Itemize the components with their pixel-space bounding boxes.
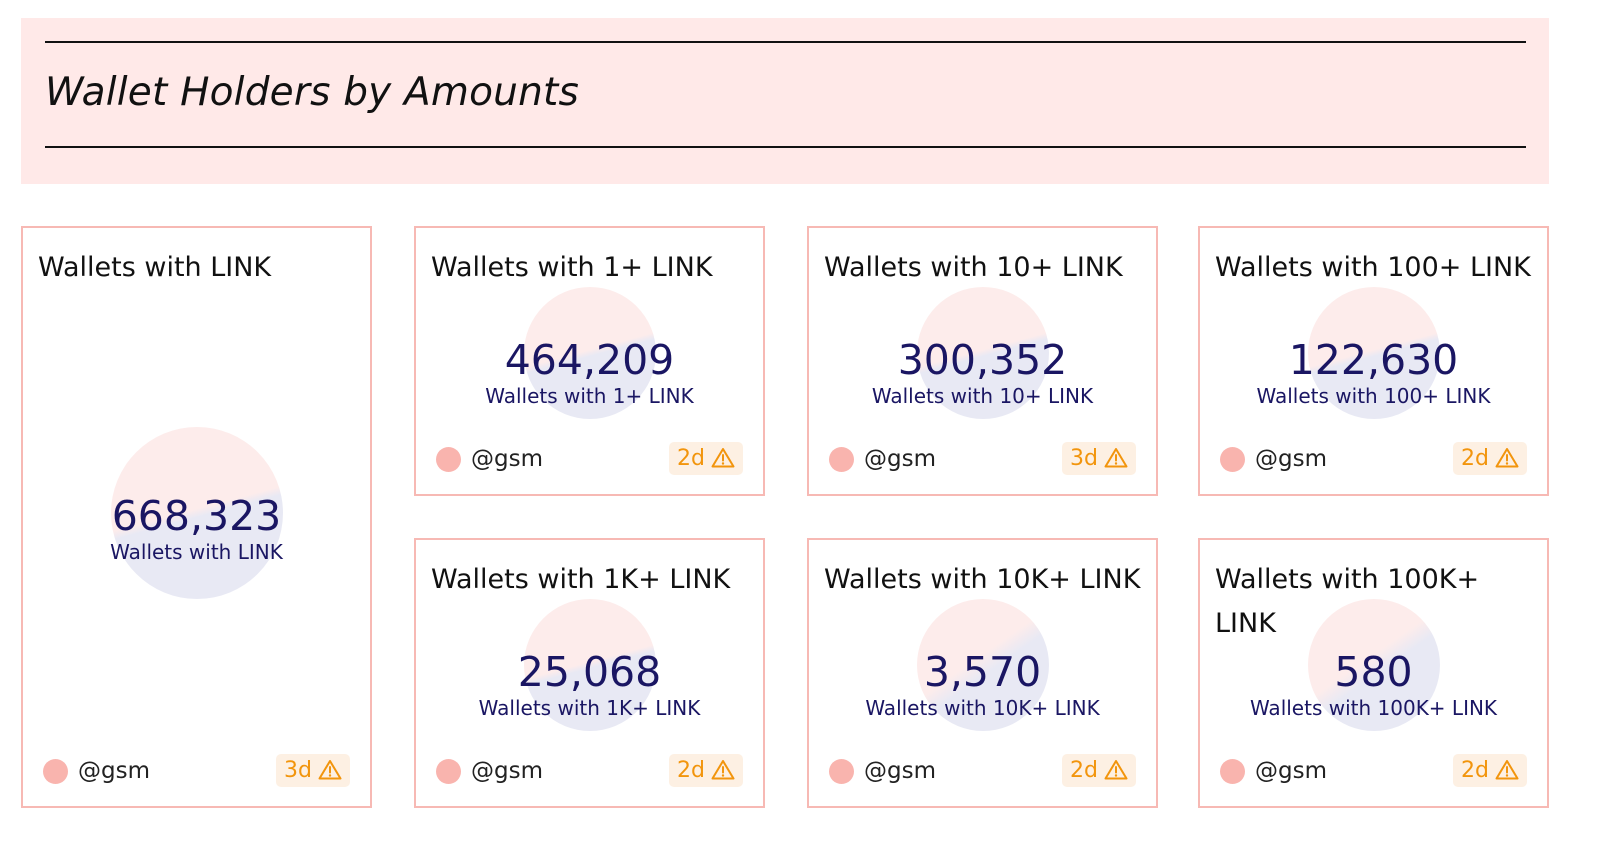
refresh-age-badge[interactable]: 2d xyxy=(669,442,743,475)
age-text: 2d xyxy=(1070,758,1098,783)
author-avatar[interactable] xyxy=(829,447,854,472)
card-title[interactable]: Wallets with 1+ LINK xyxy=(431,252,713,283)
counter-card-wallets-with-link[interactable]: Wallets with LINK 668,323 Wallets with L… xyxy=(21,226,372,808)
card-title[interactable]: Wallets with 1K+ LINK xyxy=(431,564,731,595)
author-avatar[interactable] xyxy=(436,759,461,784)
counter-visual: 3,570 Wallets with 10K+ LINK xyxy=(809,599,1156,731)
warning-triangle-icon xyxy=(711,447,735,467)
author-name[interactable]: @gsm xyxy=(471,758,543,784)
header-top-divider xyxy=(45,41,1526,43)
counter-background-circle xyxy=(1307,287,1440,419)
counter-background-circle xyxy=(1307,599,1440,731)
author-name[interactable]: @gsm xyxy=(78,758,150,784)
author-avatar[interactable] xyxy=(436,447,461,472)
counter-label: Wallets with 100K+ LINK xyxy=(1249,696,1498,720)
refresh-age-badge[interactable]: 2d xyxy=(1453,754,1527,787)
author-name[interactable]: @gsm xyxy=(1255,758,1327,784)
counter-background-circle xyxy=(916,287,1049,419)
counter-label: Wallets with 1+ LINK xyxy=(485,384,694,408)
card-footer: @gsm 3d xyxy=(829,442,1136,476)
counter-card-wallets-with-100-plus-link[interactable]: Wallets with 100+ LINK 122,630 Wallets w… xyxy=(1198,226,1549,496)
card-footer: @gsm 2d xyxy=(436,442,743,476)
counter-label: Wallets with LINK xyxy=(110,540,283,564)
age-text: 2d xyxy=(677,758,705,783)
card-footer: @gsm 2d xyxy=(1220,754,1527,788)
author-name[interactable]: @gsm xyxy=(864,446,936,472)
counter-label: Wallets with 100+ LINK xyxy=(1256,384,1491,408)
counter-value: 3,570 xyxy=(923,648,1042,696)
warning-triangle-icon xyxy=(1104,447,1128,467)
author-avatar[interactable] xyxy=(43,759,68,784)
counter-background-circle xyxy=(523,599,656,731)
counter-value: 122,630 xyxy=(1288,336,1459,384)
counter-value: 300,352 xyxy=(897,336,1068,384)
author-avatar[interactable] xyxy=(1220,759,1245,784)
author-name[interactable]: @gsm xyxy=(864,758,936,784)
author-avatar[interactable] xyxy=(1220,447,1245,472)
age-text: 2d xyxy=(677,446,705,471)
card-title[interactable]: Wallets with LINK xyxy=(38,252,272,283)
card-footer: @gsm 2d xyxy=(436,754,743,788)
age-text: 2d xyxy=(1461,758,1489,783)
counter-visual: 668,323 Wallets with LINK xyxy=(23,427,370,599)
refresh-age-badge[interactable]: 3d xyxy=(276,754,350,787)
counter-label: Wallets with 10K+ LINK xyxy=(865,696,1100,720)
author-name[interactable]: @gsm xyxy=(471,446,543,472)
card-title[interactable]: Wallets with 100+ LINK xyxy=(1215,252,1531,283)
counter-card-wallets-with-1-plus-link[interactable]: Wallets with 1+ LINK 464,209 Wallets wit… xyxy=(414,226,765,496)
counter-label: Wallets with 10+ LINK xyxy=(871,384,1094,408)
card-title[interactable]: Wallets with 10K+ LINK xyxy=(824,564,1141,595)
counter-label: Wallets with 1K+ LINK xyxy=(478,696,701,720)
refresh-age-badge[interactable]: 2d xyxy=(1453,442,1527,475)
warning-triangle-icon xyxy=(711,759,735,779)
header-bottom-divider xyxy=(45,146,1526,148)
counter-card-wallets-with-10-plus-link[interactable]: Wallets with 10+ LINK 300,352 Wallets wi… xyxy=(807,226,1158,496)
counter-value: 25,068 xyxy=(517,648,662,696)
counter-card-wallets-with-100k-plus-link[interactable]: Wallets with 100K+ LINK 580 Wallets with… xyxy=(1198,538,1549,808)
author-avatar[interactable] xyxy=(829,759,854,784)
warning-triangle-icon xyxy=(318,759,342,779)
card-title[interactable]: Wallets with 100K+ LINK xyxy=(1215,564,1480,639)
age-text: 2d xyxy=(1461,446,1489,471)
warning-triangle-icon xyxy=(1495,447,1519,467)
counter-card-wallets-with-1k-plus-link[interactable]: Wallets with 1K+ LINK 25,068 Wallets wit… xyxy=(414,538,765,808)
counter-background-circle xyxy=(110,427,283,599)
author-name[interactable]: @gsm xyxy=(1255,446,1327,472)
card-footer: @gsm 3d xyxy=(43,754,350,788)
counter-visual: 25,068 Wallets with 1K+ LINK xyxy=(416,599,763,731)
counter-visual: 464,209 Wallets with 1+ LINK xyxy=(416,287,763,419)
counter-value: 464,209 xyxy=(504,336,675,384)
age-text: 3d xyxy=(284,758,312,783)
counter-background-circle xyxy=(523,287,656,419)
warning-triangle-icon xyxy=(1495,759,1519,779)
card-title[interactable]: Wallets with 10+ LINK xyxy=(824,252,1123,283)
counter-visual: 580 Wallets with 100K+ LINK xyxy=(1200,599,1547,731)
counter-value: 580 xyxy=(1334,648,1413,696)
refresh-age-badge[interactable]: 2d xyxy=(669,754,743,787)
warning-triangle-icon xyxy=(1104,759,1128,779)
counter-background-circle xyxy=(916,599,1049,731)
dashboard-title: Wallet Holders by Amounts xyxy=(45,70,580,115)
counter-visual: 300,352 Wallets with 10+ LINK xyxy=(809,287,1156,419)
refresh-age-badge[interactable]: 3d xyxy=(1062,442,1136,475)
card-footer: @gsm 2d xyxy=(829,754,1136,788)
dashboard-header: Wallet Holders by Amounts xyxy=(21,18,1549,184)
age-text: 3d xyxy=(1070,446,1098,471)
counter-visual: 122,630 Wallets with 100+ LINK xyxy=(1200,287,1547,419)
counter-card-wallets-with-10k-plus-link[interactable]: Wallets with 10K+ LINK 3,570 Wallets wit… xyxy=(807,538,1158,808)
card-footer: @gsm 2d xyxy=(1220,442,1527,476)
counter-value: 668,323 xyxy=(111,492,282,540)
refresh-age-badge[interactable]: 2d xyxy=(1062,754,1136,787)
